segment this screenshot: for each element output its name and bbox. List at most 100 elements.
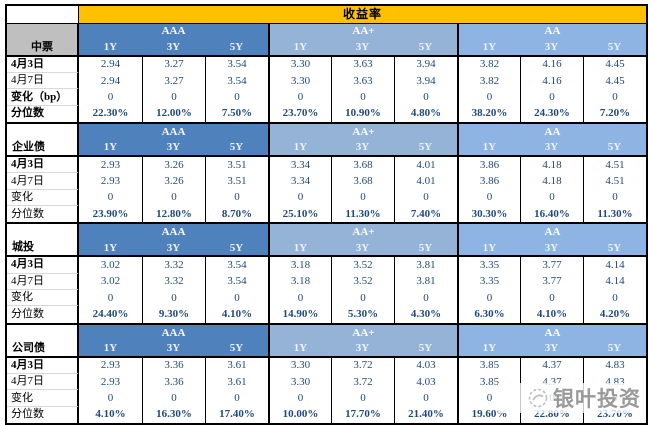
value-cell: 0 bbox=[457, 290, 520, 307]
value-cell: 3.51 bbox=[205, 156, 268, 174]
rating-header: AAA bbox=[79, 324, 268, 342]
maturity-header: 1Y bbox=[457, 341, 520, 358]
rating-header: AA bbox=[457, 224, 646, 241]
row-label: 4月3日 bbox=[7, 357, 79, 374]
value-cell: 0 bbox=[331, 290, 394, 307]
maturity-header: 1Y bbox=[457, 140, 520, 157]
value-cell: 0 bbox=[142, 89, 205, 106]
value-cell: 3.26 bbox=[142, 156, 205, 174]
maturity-header: 3Y bbox=[331, 40, 394, 57]
value-cell: 17.70% bbox=[331, 406, 394, 424]
value-cell: 2.94 bbox=[79, 56, 142, 73]
value-cell: 0 bbox=[583, 290, 646, 307]
row-label: 4月3日 bbox=[7, 257, 79, 274]
value-cell: 8.70% bbox=[205, 206, 268, 223]
maturity-header: 1Y bbox=[79, 341, 142, 358]
value-cell: 21.40% bbox=[394, 406, 457, 424]
row-label: 4月3日 bbox=[7, 56, 79, 73]
maturity-header: 3Y bbox=[520, 240, 583, 258]
value-cell: 3.85 bbox=[457, 357, 520, 374]
value-cell: 4.10% bbox=[79, 406, 142, 424]
row-label: 变化 bbox=[7, 189, 79, 207]
value-cell: 4.14 bbox=[583, 257, 646, 274]
row-label: 4月7日 bbox=[7, 72, 79, 90]
maturity-header: 5Y bbox=[394, 40, 457, 57]
value-cell: 3.63 bbox=[331, 72, 394, 90]
rating-header: AA+ bbox=[268, 124, 457, 141]
value-cell: 0 bbox=[457, 89, 520, 106]
maturity-header: 1Y bbox=[79, 40, 142, 57]
maturity-header: 3Y bbox=[331, 240, 394, 258]
maturity-header: 5Y bbox=[205, 140, 268, 157]
value-cell: 0 bbox=[520, 189, 583, 207]
value-cell: 0 bbox=[394, 290, 457, 307]
value-cell: 10.90% bbox=[331, 105, 394, 123]
value-cell: 0 bbox=[457, 189, 520, 207]
maturity-header: 5Y bbox=[394, 140, 457, 157]
value-cell: 2.93 bbox=[79, 374, 142, 391]
value-cell: 4.80% bbox=[394, 105, 457, 123]
value-cell: 3.51 bbox=[205, 173, 268, 190]
rating-header: AA+ bbox=[268, 324, 457, 342]
value-cell: 3.86 bbox=[457, 156, 520, 174]
value-cell: 7.40% bbox=[394, 206, 457, 223]
value-cell: 2.93 bbox=[79, 357, 142, 374]
value-cell: 0 bbox=[142, 290, 205, 307]
value-cell: 3.61 bbox=[205, 374, 268, 391]
row-label: 4月7日 bbox=[7, 173, 79, 190]
row-label: 分位数 bbox=[7, 105, 79, 123]
value-cell: 4.45 bbox=[583, 56, 646, 73]
value-cell: 0 bbox=[520, 89, 583, 106]
table-sections: 中票 AAA AA+ AA 1Y 3Y 5Y 1Y 3Y 5Y 1Y 3Y 5Y 4月3日 2.94 3.27… bbox=[7, 23, 646, 424]
value-cell: 3.30 bbox=[268, 72, 331, 90]
value-cell: 0 bbox=[268, 89, 331, 106]
value-cell: 4.51 bbox=[583, 173, 646, 190]
value-cell: 4.18 bbox=[520, 156, 583, 174]
value-cell: 4.51 bbox=[583, 156, 646, 174]
value-cell: 3.94 bbox=[394, 72, 457, 90]
value-cell: 9.30% bbox=[142, 306, 205, 323]
value-cell: 3.02 bbox=[79, 257, 142, 274]
maturity-header: 1Y bbox=[457, 240, 520, 258]
maturity-header: 1Y bbox=[268, 40, 331, 57]
value-cell: 3.02 bbox=[79, 273, 142, 291]
value-cell: 4.03 bbox=[394, 357, 457, 374]
value-cell: 0 bbox=[331, 189, 394, 207]
value-cell: 0 bbox=[205, 189, 268, 207]
maturity-header: 5Y bbox=[583, 40, 646, 57]
value-cell: 4.37 bbox=[520, 357, 583, 374]
maturity-header: 3Y bbox=[331, 140, 394, 157]
value-cell: 3.30 bbox=[268, 357, 331, 374]
value-cell: 12.80% bbox=[142, 206, 205, 223]
maturity-header: 3Y bbox=[520, 140, 583, 157]
value-cell: 0 bbox=[268, 290, 331, 307]
value-cell: 3.82 bbox=[457, 56, 520, 73]
value-cell: 25.10% bbox=[268, 206, 331, 223]
value-cell: 0 bbox=[205, 290, 268, 307]
corner-cell bbox=[7, 6, 79, 23]
value-cell: 3.36 bbox=[142, 357, 205, 374]
section-label: 中票 bbox=[7, 23, 79, 57]
value-cell: 3.27 bbox=[142, 72, 205, 90]
maturity-header: 3Y bbox=[331, 341, 394, 358]
value-cell: 7.20% bbox=[583, 105, 646, 123]
value-cell: 0 bbox=[331, 89, 394, 106]
maturity-header: 5Y bbox=[205, 240, 268, 258]
section-label: 城投 bbox=[7, 224, 79, 258]
maturity-header: 5Y bbox=[394, 341, 457, 358]
value-cell: 3.77 bbox=[520, 273, 583, 291]
value-cell: 7.50% bbox=[205, 105, 268, 123]
value-cell: 3.77 bbox=[520, 257, 583, 274]
value-cell: 10.00% bbox=[268, 406, 331, 424]
value-cell: 23.70% bbox=[268, 105, 331, 123]
value-cell: 12.00% bbox=[142, 105, 205, 123]
value-cell: 3.54 bbox=[205, 273, 268, 291]
maturity-header: 5Y bbox=[583, 341, 646, 358]
value-cell: 2.93 bbox=[79, 173, 142, 190]
value-cell: 14.90% bbox=[268, 306, 331, 323]
rating-header: AA bbox=[457, 324, 646, 342]
value-cell: 4.01 bbox=[394, 173, 457, 190]
value-cell: 3.32 bbox=[142, 273, 205, 291]
maturity-header: 3Y bbox=[142, 140, 205, 157]
